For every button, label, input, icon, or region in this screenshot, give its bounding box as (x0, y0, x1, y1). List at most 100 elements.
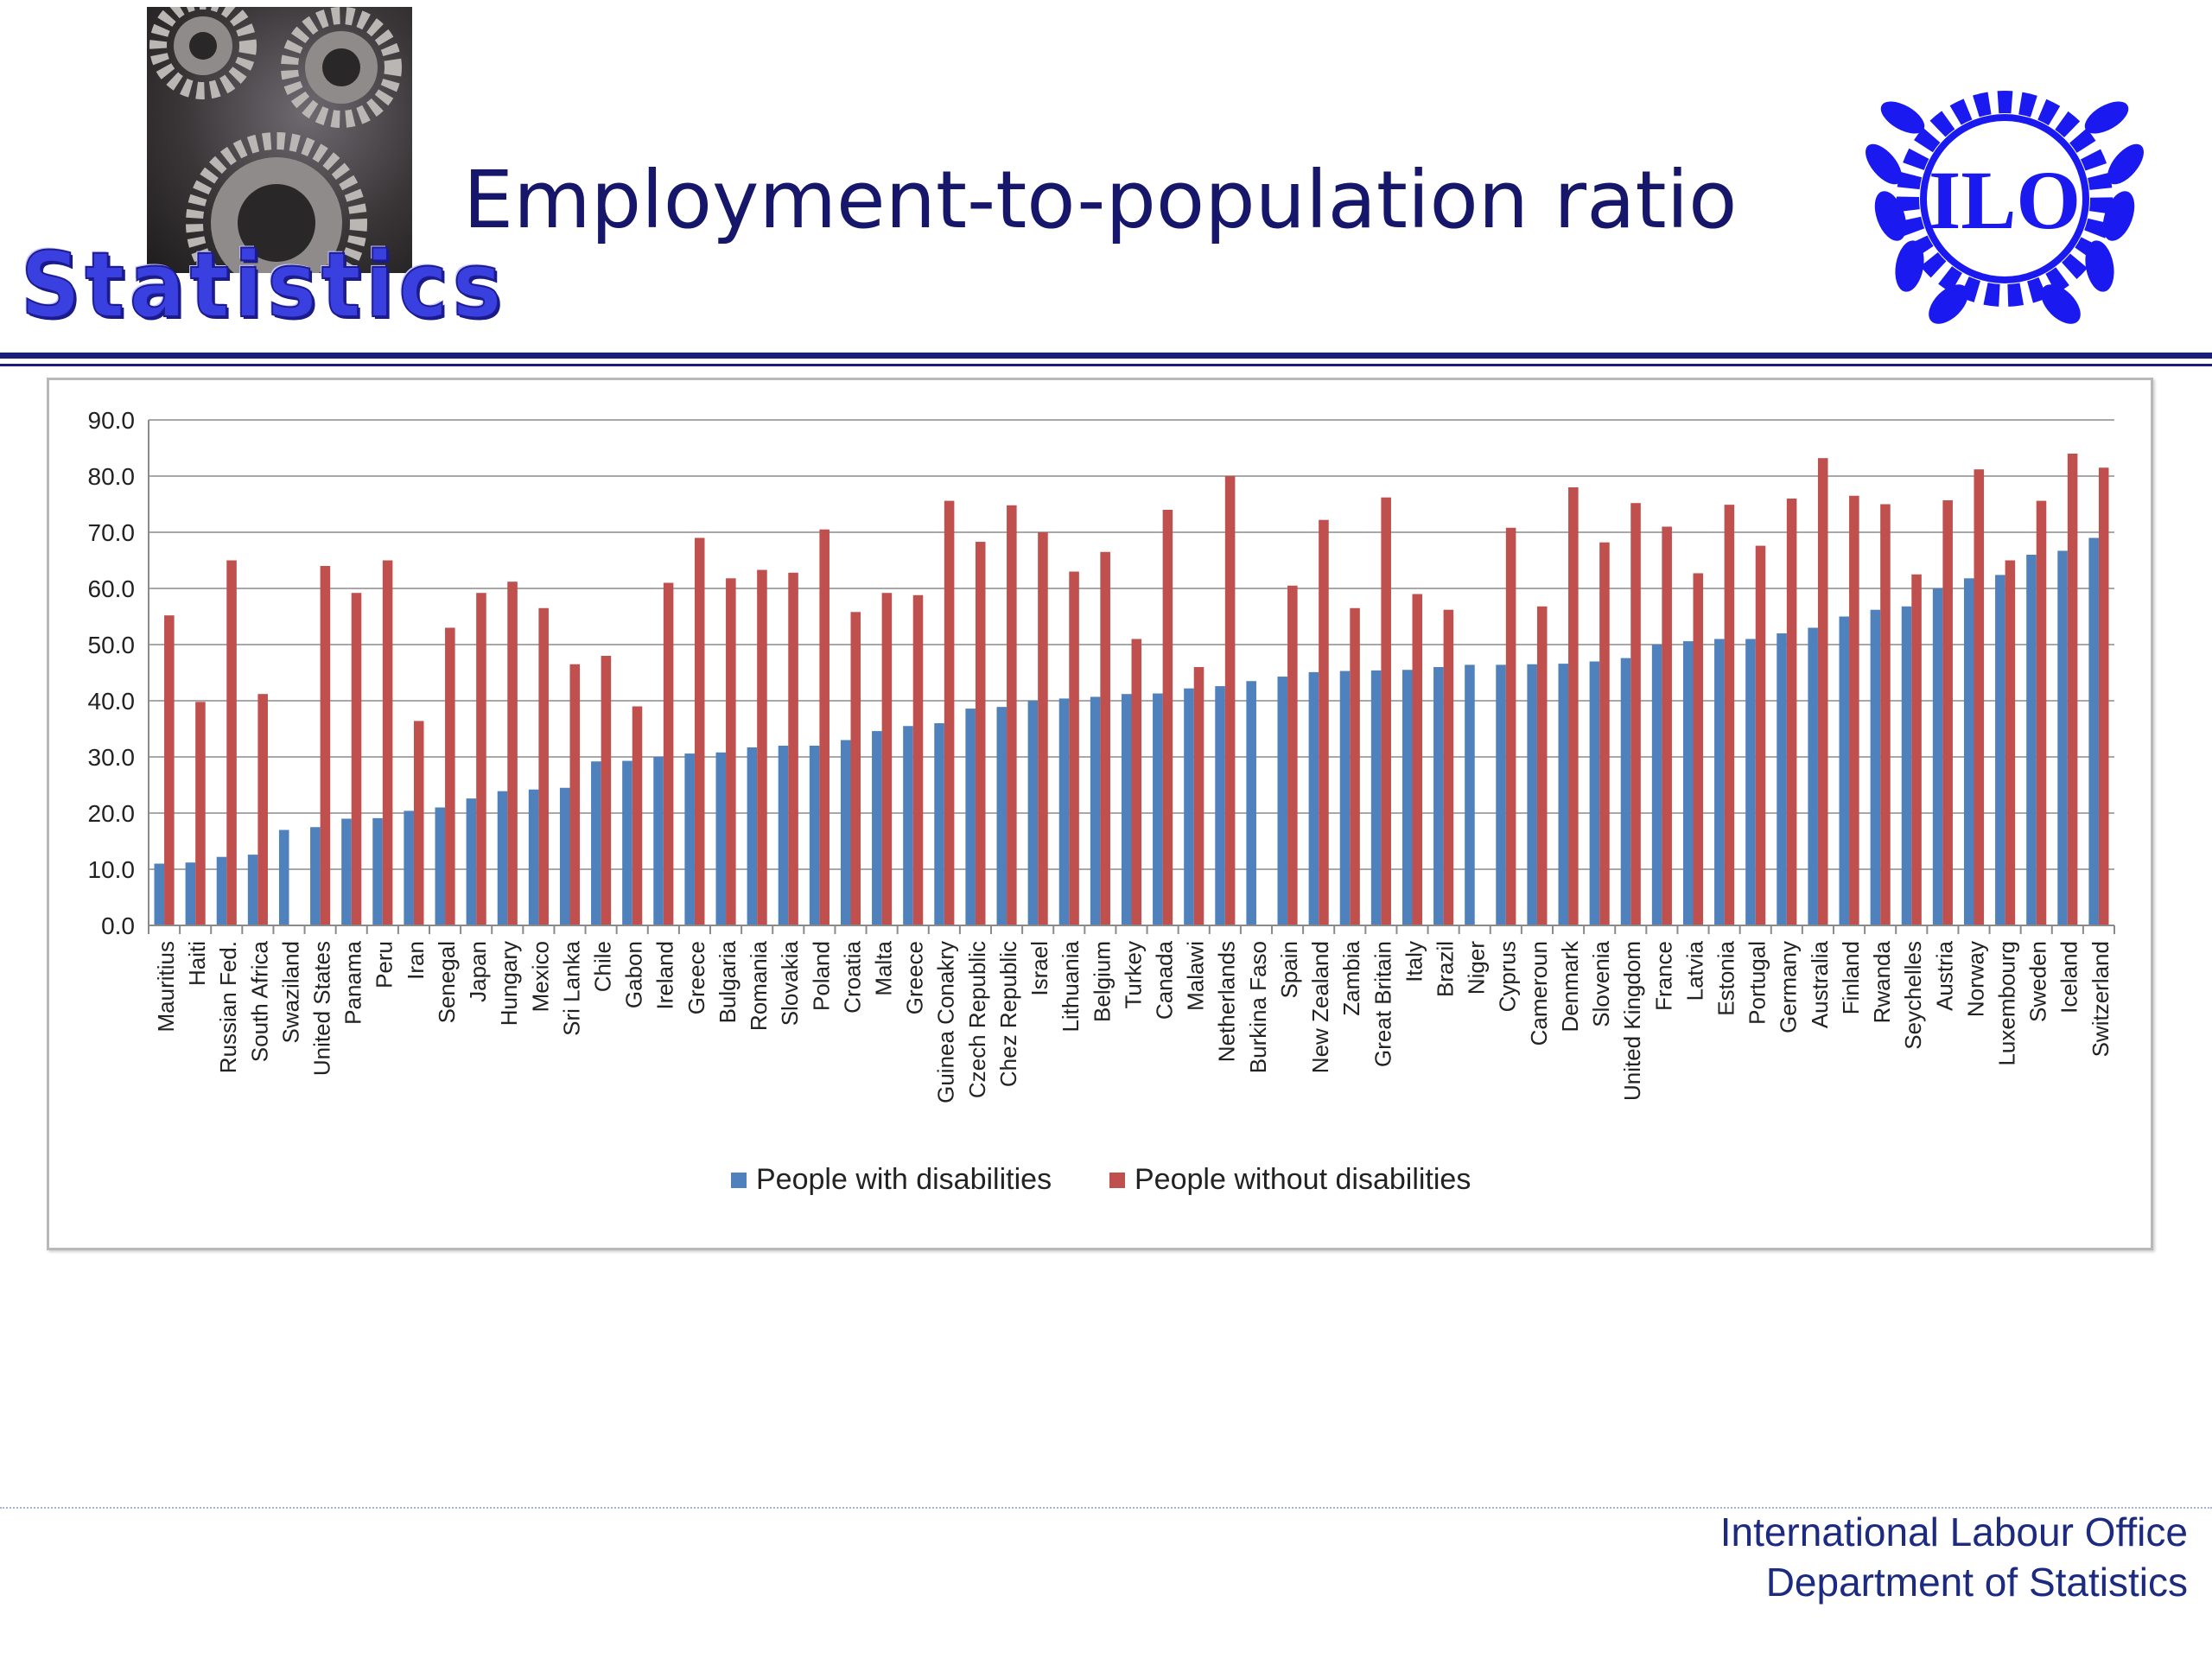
x-tick-label: Slovakia (777, 940, 803, 1026)
bar-with-disabilities (278, 830, 289, 925)
bar-without-disabilities (1662, 526, 1672, 925)
bar-without-disabilities (1536, 606, 1548, 925)
x-tick-label: United States (308, 941, 334, 1076)
x-tick-label: Russian Fed. (215, 941, 241, 1073)
x-tick-label: Great Britain (1370, 941, 1395, 1067)
bar-with-disabilities (653, 757, 664, 925)
bar-without-disabilities (2067, 454, 2078, 925)
y-tick-label: 30.0 (88, 744, 136, 771)
bar-with-disabilities (747, 747, 758, 925)
bar-with-disabilities (1433, 667, 1444, 925)
bar-with-disabilities (310, 827, 321, 925)
x-tick-label: France (1650, 941, 1676, 1011)
bar-with-disabilities (1901, 606, 1912, 925)
bar-without-disabilities (1100, 551, 1110, 925)
bar-with-disabilities (1620, 658, 1631, 925)
bar-without-disabilities (1505, 527, 1516, 925)
x-tick-label: Iran (403, 941, 429, 980)
bar-with-disabilities (2088, 537, 2099, 925)
bar-with-disabilities (1402, 670, 1413, 925)
x-tick-label: Seychelles (1900, 941, 1926, 1050)
bar-with-disabilities (872, 731, 882, 925)
header-rule (0, 353, 2212, 359)
bar-with-disabilities (247, 855, 258, 925)
bar-with-disabilities (903, 726, 913, 925)
bar-with-disabilities (372, 817, 383, 925)
bar-with-disabilities (435, 807, 446, 925)
bar-without-disabilities (257, 694, 268, 925)
x-tick-label: Brazil (1432, 941, 1458, 997)
bar-with-disabilities (1745, 639, 1756, 925)
bar-with-disabilities (715, 752, 727, 925)
x-tick-label: Slovenia (1588, 940, 1614, 1027)
bar-without-disabilities (1131, 639, 1142, 925)
x-tick-label: Estonia (1713, 940, 1738, 1015)
x-tick-label: Spain (1276, 941, 1302, 999)
y-tick-label: 80.0 (88, 463, 136, 490)
bar-with-disabilities (684, 753, 695, 925)
bar-without-disabilities (1162, 510, 1173, 925)
statistics-wordmark: Statistics (20, 232, 507, 338)
bar-with-disabilities (1277, 677, 1288, 925)
x-tick-label: Finland (1838, 941, 1864, 1014)
bar-with-disabilities (1839, 616, 1850, 925)
x-tick-label: Turkey (1120, 941, 1146, 1009)
x-tick-label: Sri Lanka (558, 940, 584, 1035)
bar-without-disabilities (1069, 571, 1079, 925)
x-tick-label: Belgium (1089, 941, 1115, 1022)
bar-with-disabilities (1932, 588, 1943, 925)
bar-with-disabilities (559, 787, 570, 925)
x-tick-label: Norway (1962, 941, 1988, 1017)
bar-with-disabilities (154, 863, 165, 925)
bar-without-disabilities (1568, 487, 1579, 925)
x-tick-label: Denmark (1557, 940, 1583, 1032)
bar-without-disabilities (476, 593, 486, 925)
x-tick-label: United Kingdom (1619, 941, 1645, 1101)
x-tick-label: Luxembourg (1993, 941, 2019, 1066)
bar-without-disabilities (2098, 467, 2109, 925)
x-tick-label: Poland (808, 941, 834, 1011)
x-tick-label: Lithuania (1058, 940, 1084, 1032)
bar-with-disabilities (2057, 550, 2068, 925)
bar-without-disabilities (164, 615, 175, 925)
x-tick-label: Chile (589, 941, 615, 992)
bar-with-disabilities (1246, 681, 1256, 925)
bar-with-disabilities (1496, 664, 1506, 925)
x-tick-label: Ireland (652, 941, 678, 1010)
bar-with-disabilities (1184, 688, 1194, 925)
bar-with-disabilities (1339, 671, 1351, 925)
bar-without-disabilities (1007, 505, 1017, 925)
bar-chart: 0.0 10.0 20.0 30.0 40.0 50.0 60.0 70.0 80.0 90.0 M… (88, 407, 2115, 1196)
x-tick-label: Swaziland (277, 941, 303, 1044)
x-tick-label: Germany (1776, 941, 1802, 1033)
x-tick-label: Netherlands (1214, 941, 1240, 1062)
chart-panel: 0.0 10.0 20.0 30.0 40.0 50.0 60.0 70.0 80.0 90.0 M… (47, 378, 2153, 1250)
bar-with-disabilities (840, 740, 851, 925)
gears-image (147, 7, 412, 273)
y-tick-label: 10.0 (88, 856, 136, 883)
bar-without-disabilities (1942, 499, 1953, 925)
bar-with-disabilities (1215, 686, 1225, 925)
footer-rule (0, 1507, 2212, 1509)
x-tick-label: Haiti (184, 941, 210, 986)
bar-with-disabilities (404, 810, 414, 925)
bar-without-disabilities (1786, 499, 1797, 925)
x-tick-label: Cyprus (1495, 941, 1521, 1012)
bar-without-disabilities (1724, 505, 1735, 925)
x-tick-label: Mauritius (153, 941, 179, 1032)
x-tick-label: South Africa (246, 940, 272, 1062)
bar-with-disabilities (497, 791, 508, 925)
bar-without-disabilities (694, 537, 705, 925)
x-tick-label: Gabon (621, 941, 647, 1008)
x-tick-label: Israel (1027, 941, 1052, 996)
x-tick-label: Austria (1931, 940, 1957, 1010)
legend-swatch-without (1109, 1173, 1125, 1188)
x-tick-label: Sweden (2025, 941, 2051, 1022)
x-tick-label: Niger (1464, 941, 1490, 995)
x-tick-label: Greece (683, 941, 709, 1014)
bar-with-disabilities (1370, 670, 1382, 925)
bar-with-disabilities (1058, 698, 1070, 925)
bar-with-disabilities (1651, 645, 1662, 925)
bar-without-disabilities (1193, 667, 1205, 925)
x-tick-label: Canada (1151, 940, 1177, 1020)
